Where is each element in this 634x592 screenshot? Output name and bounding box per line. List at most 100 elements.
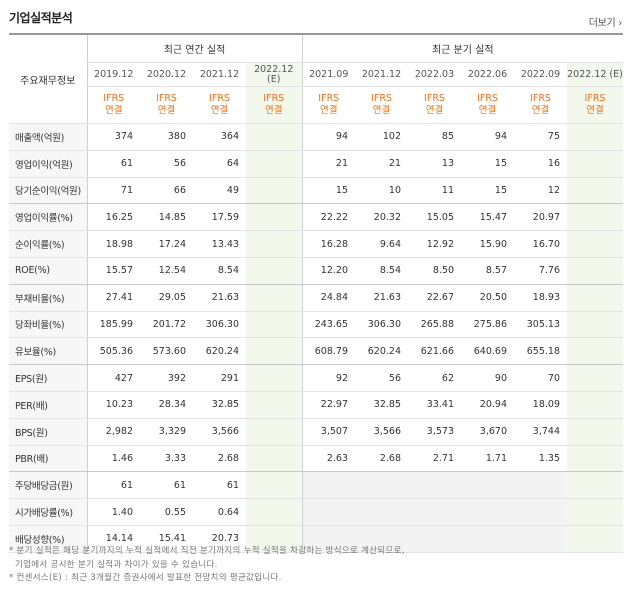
table-cell: 94 [301,123,355,151]
table-cell [246,471,302,500]
table-cell: 56 [355,364,408,392]
annual-group-header: 최근 연간 실적 [86,33,302,63]
table-cell [246,123,302,151]
table-cell: 3,329 [140,418,193,446]
standard-ifrs: IFRS [477,93,498,104]
footnote: 기업에서 공시한 분기 실적과 차이가 있을 수 있습니다. [9,559,218,570]
table-cell [246,525,302,553]
accounting-standard: IFRS 연결 [514,86,567,124]
table-cell: 1.40 [86,498,140,526]
table-cell: 21.63 [193,284,246,312]
table-row: ROE(%) 15.57 12.54 8.54 12.20 8.54 8.50 8.57 7.7… [9,257,623,285]
table-row: 영업이익률(%) 16.25 14.85 17.59 22.22 20.32 15.05 15… [9,203,623,232]
table-cell: 1.46 [86,445,140,473]
table-row: 유보율(%) 505.36 573.60 620.24 608.79 620.24 621.… [9,337,623,366]
table-cell: 7.76 [514,257,567,285]
table-cell: 1.71 [461,445,514,473]
accounting-standard: IFRS 연결 [408,86,461,124]
standard-ifrs: IFRS [103,93,125,104]
table-cell: 3,573 [408,418,461,446]
table-cell [246,311,302,339]
table-cell [567,177,623,205]
table-cell [246,364,302,392]
period-header: 2022.12 (E) [567,62,623,87]
table-cell [246,284,302,312]
table-cell: 620.24 [193,337,246,366]
table-cell: 16.28 [301,230,355,258]
standard-consolidated: 연결 [478,105,497,116]
standard-consolidated: 연결 [531,105,550,116]
table-cell [246,203,302,232]
table-cell [461,498,514,526]
table-cell [246,150,302,178]
table-cell [246,257,302,285]
quarter-group-header: 최근 분기 실적 [301,33,623,63]
table-cell: 49 [193,177,246,205]
standard-consolidated: 연결 [105,105,123,116]
accounting-standard: IFRS 연결 [567,86,623,124]
more-link[interactable]: 더보기 › [588,18,623,29]
table-cell: 70 [514,364,567,392]
period-header: 2021.12 [355,62,408,87]
table-cell: 364 [193,123,246,151]
table-cell: 85 [408,123,461,151]
table-cell: 61 [86,150,140,178]
table-cell: 20.73 [193,525,246,553]
table-cell: 15.05 [408,203,461,232]
table-cell: 22.67 [408,284,461,312]
estimate-marker: (E) [267,73,281,85]
standard-consolidated: 연결 [157,105,176,116]
table-cell: 15 [301,177,355,205]
row-label: EPS(원) [9,364,87,392]
period-header: 2022.12 (E) [246,62,302,87]
row-label: BPS(원) [9,418,87,446]
accounting-standard: IFRS 연결 [140,86,193,124]
row-label: 유보율(%) [9,337,87,366]
table-cell [567,257,623,285]
table-cell: 505.36 [86,337,140,366]
table-cell: 16.25 [86,203,140,232]
row-label: 배당성향(%) [9,525,87,553]
period-header: 2019.12 [86,62,140,87]
row-label: 영업이익률(%) [9,203,87,232]
period-label: 2022.12 [254,63,294,75]
table-cell: 32.85 [355,391,408,419]
table-cell [408,525,461,553]
table-cell [461,525,514,553]
table-cell [567,203,623,232]
table-cell [567,391,623,419]
table-cell [246,418,302,446]
table-cell: 16.70 [514,230,567,258]
table-cell: 21 [301,150,355,178]
table-cell: 8.54 [193,257,246,285]
standard-ifrs: IFRS [209,93,230,104]
table-cell: 380 [140,123,193,151]
accounting-standard: IFRS 연결 [193,86,246,124]
table-cell [461,471,514,500]
period-header: 2022.09 [514,62,567,87]
table-cell: 64 [193,150,246,178]
table-cell: 3,507 [301,418,355,446]
standard-ifrs: IFRS [584,93,606,104]
table-cell: 0.64 [193,498,246,526]
table-cell [567,337,623,366]
table-cell: 10.23 [86,391,140,419]
table-cell: 20.94 [461,391,514,419]
row-label: 매출액(억원) [9,123,87,151]
row-label: 주당배당금(원) [9,471,87,500]
footnote: * 컨센서스(E) : 최근 3개월간 증권사에서 발표한 전망치의 평균값입니… [9,573,282,583]
table-cell: 20.32 [355,203,408,232]
table-cell: 17.59 [193,203,246,232]
table-cell [246,337,302,366]
table-row: EPS(원) 427 392 291 92 56 62 90 70 [9,364,623,392]
standard-consolidated: 연결 [210,105,229,116]
period-header: 2021.12 [193,62,246,87]
table-cell: 3.33 [140,445,193,473]
table-cell: 66 [140,177,193,205]
table-cell [355,471,408,500]
table-cell: 427 [86,364,140,392]
table-cell: 56 [140,150,193,178]
row-label: 부채비율(%) [9,284,87,312]
table-row: 배당성향(%) 14.14 15.41 20.73 [9,525,623,553]
table-cell: 374 [86,123,140,151]
